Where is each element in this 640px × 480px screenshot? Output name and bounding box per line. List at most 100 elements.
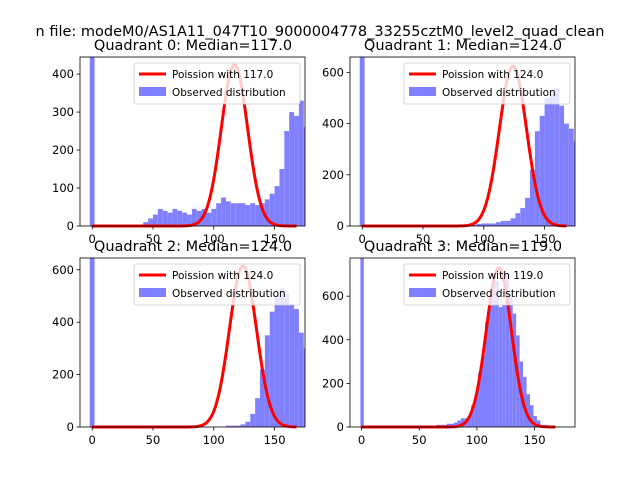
histogram-bar — [471, 224, 477, 226]
histogram-bar — [289, 303, 295, 427]
figure-suptitle: n file: modeM0/AS1A11_047T10_9000004778_… — [36, 24, 605, 40]
histogram-bar — [498, 307, 503, 427]
histogram-bar — [294, 115, 299, 226]
legend: Poission with 124.0 Observed distributio… — [403, 62, 571, 105]
legend-hist-label: Observed distribution — [172, 87, 286, 99]
legend-hist-swatch — [409, 288, 436, 297]
histogram-bar — [284, 293, 290, 427]
y-tick-label: 600 — [322, 289, 344, 303]
histogram-bar — [525, 197, 530, 226]
histogram-bar — [544, 97, 550, 226]
legend-fit-label: Poission with 124.0 — [442, 69, 543, 81]
y-tick-label: 200 — [52, 368, 74, 382]
histogram-bar — [162, 210, 168, 226]
y-tick-label: 400 — [52, 315, 74, 329]
histogram-bar — [274, 186, 280, 226]
histogram-bar — [172, 208, 178, 226]
histogram-bar — [260, 203, 265, 226]
x-tick-label: 50 — [146, 232, 161, 246]
x-tick-label: 150 — [534, 232, 556, 246]
histogram-bar — [495, 280, 499, 427]
histogram-bar — [298, 332, 304, 427]
y-tick-label: 0 — [67, 420, 74, 434]
histogram-bars — [360, 258, 551, 427]
legend-hist-swatch — [139, 87, 166, 96]
histogram-bar — [240, 203, 246, 226]
legend-fit-label: Poission with 119.0 — [442, 270, 543, 282]
legend-hist-swatch — [409, 87, 436, 96]
y-tick-label: 0 — [67, 219, 74, 233]
histogram-bar — [573, 141, 575, 226]
histogram-bar — [269, 193, 275, 226]
legend: Poission with 119.0 Observed distributio… — [403, 263, 571, 306]
histogram-bar — [148, 218, 153, 226]
histogram-bar — [526, 394, 530, 427]
legend-box — [403, 62, 571, 105]
histogram-bar — [554, 87, 560, 227]
axes-frame — [79, 56, 306, 227]
y-tick-label: 0 — [337, 420, 344, 434]
histogram-bars — [89, 258, 305, 427]
histogram-bar — [530, 405, 534, 427]
histogram-bar — [279, 288, 285, 427]
y-tick-label: 400 — [322, 117, 344, 131]
histogram-bar — [486, 223, 492, 226]
histogram-bar — [568, 128, 574, 226]
x-tick-label: 150 — [264, 433, 286, 447]
histogram-bar — [559, 105, 565, 226]
y-tick-label: 200 — [322, 376, 344, 390]
axis-ticks: 0 50 100 150 0 200 400 600 — [322, 65, 556, 246]
subplot-quadrant-1: 0 50 100 150 0 200 400 600 Poission with 124.0 … — [322, 38, 576, 246]
legend-hist-label: Observed distribution — [172, 288, 286, 300]
histogram-bar — [240, 424, 246, 427]
y-tick-label: 200 — [52, 143, 74, 157]
x-tick-label: 0 — [358, 232, 365, 246]
histogram-bar — [245, 205, 251, 226]
subplot-quadrant-0: 0 50 100 150 0 100 200 300 400 Poission with 117… — [52, 38, 306, 246]
axes-frame — [349, 56, 576, 227]
histogram-bar — [512, 313, 517, 427]
legend-hist-swatch — [139, 288, 166, 297]
histogram-bar — [177, 210, 183, 226]
histogram-bar — [225, 201, 231, 226]
histogram-bar — [289, 112, 295, 226]
y-tick-label: 300 — [52, 105, 74, 119]
histogram-bar — [460, 418, 465, 427]
histogram-bar — [500, 220, 506, 226]
axes-frame — [79, 257, 306, 428]
histogram-bar — [89, 57, 95, 226]
histogram-bar — [564, 123, 569, 226]
histogram-bar — [530, 169, 535, 226]
y-tick-label: 0 — [337, 219, 344, 233]
x-tick-label: 0 — [88, 433, 95, 447]
subplot-quadrant-2: 0 50 100 150 0 200 400 600 Poission with 124.0 … — [52, 239, 306, 447]
x-tick-label: 0 — [358, 433, 365, 447]
histogram-bar — [505, 274, 510, 427]
x-tick-label: 150 — [264, 232, 286, 246]
histogram-bar — [457, 420, 461, 427]
histogram-bar — [502, 304, 506, 427]
histogram-bar — [533, 416, 537, 427]
axis-ticks: 0 50 100 150 0 200 400 600 — [322, 289, 546, 447]
histogram-bar — [235, 425, 241, 427]
histogram-bar — [284, 131, 290, 226]
histogram-bar — [152, 214, 158, 226]
histogram-bar — [250, 203, 256, 226]
histogram-bar — [536, 420, 541, 427]
histogram-bar — [250, 413, 256, 427]
histogram-bar — [515, 213, 521, 226]
subplot-quadrant-3: 0 50 100 150 0 200 400 600 Poission with 119.0 … — [322, 239, 576, 447]
x-tick-label: 100 — [473, 232, 495, 246]
histogram-bar — [264, 199, 270, 226]
legend-hist-label: Observed distribution — [442, 288, 556, 300]
histogram-bar — [274, 295, 280, 427]
histogram-bar — [182, 212, 188, 226]
subplot-title: Quadrant 1: Median=124.0 — [364, 38, 562, 54]
histogram-bar — [478, 372, 482, 427]
histogram-bar — [298, 100, 304, 226]
histogram-bar — [510, 218, 516, 226]
legend-fit-label: Poission with 124.0 — [172, 270, 273, 282]
histogram-bar — [279, 169, 285, 226]
histogram-bar — [453, 422, 458, 427]
